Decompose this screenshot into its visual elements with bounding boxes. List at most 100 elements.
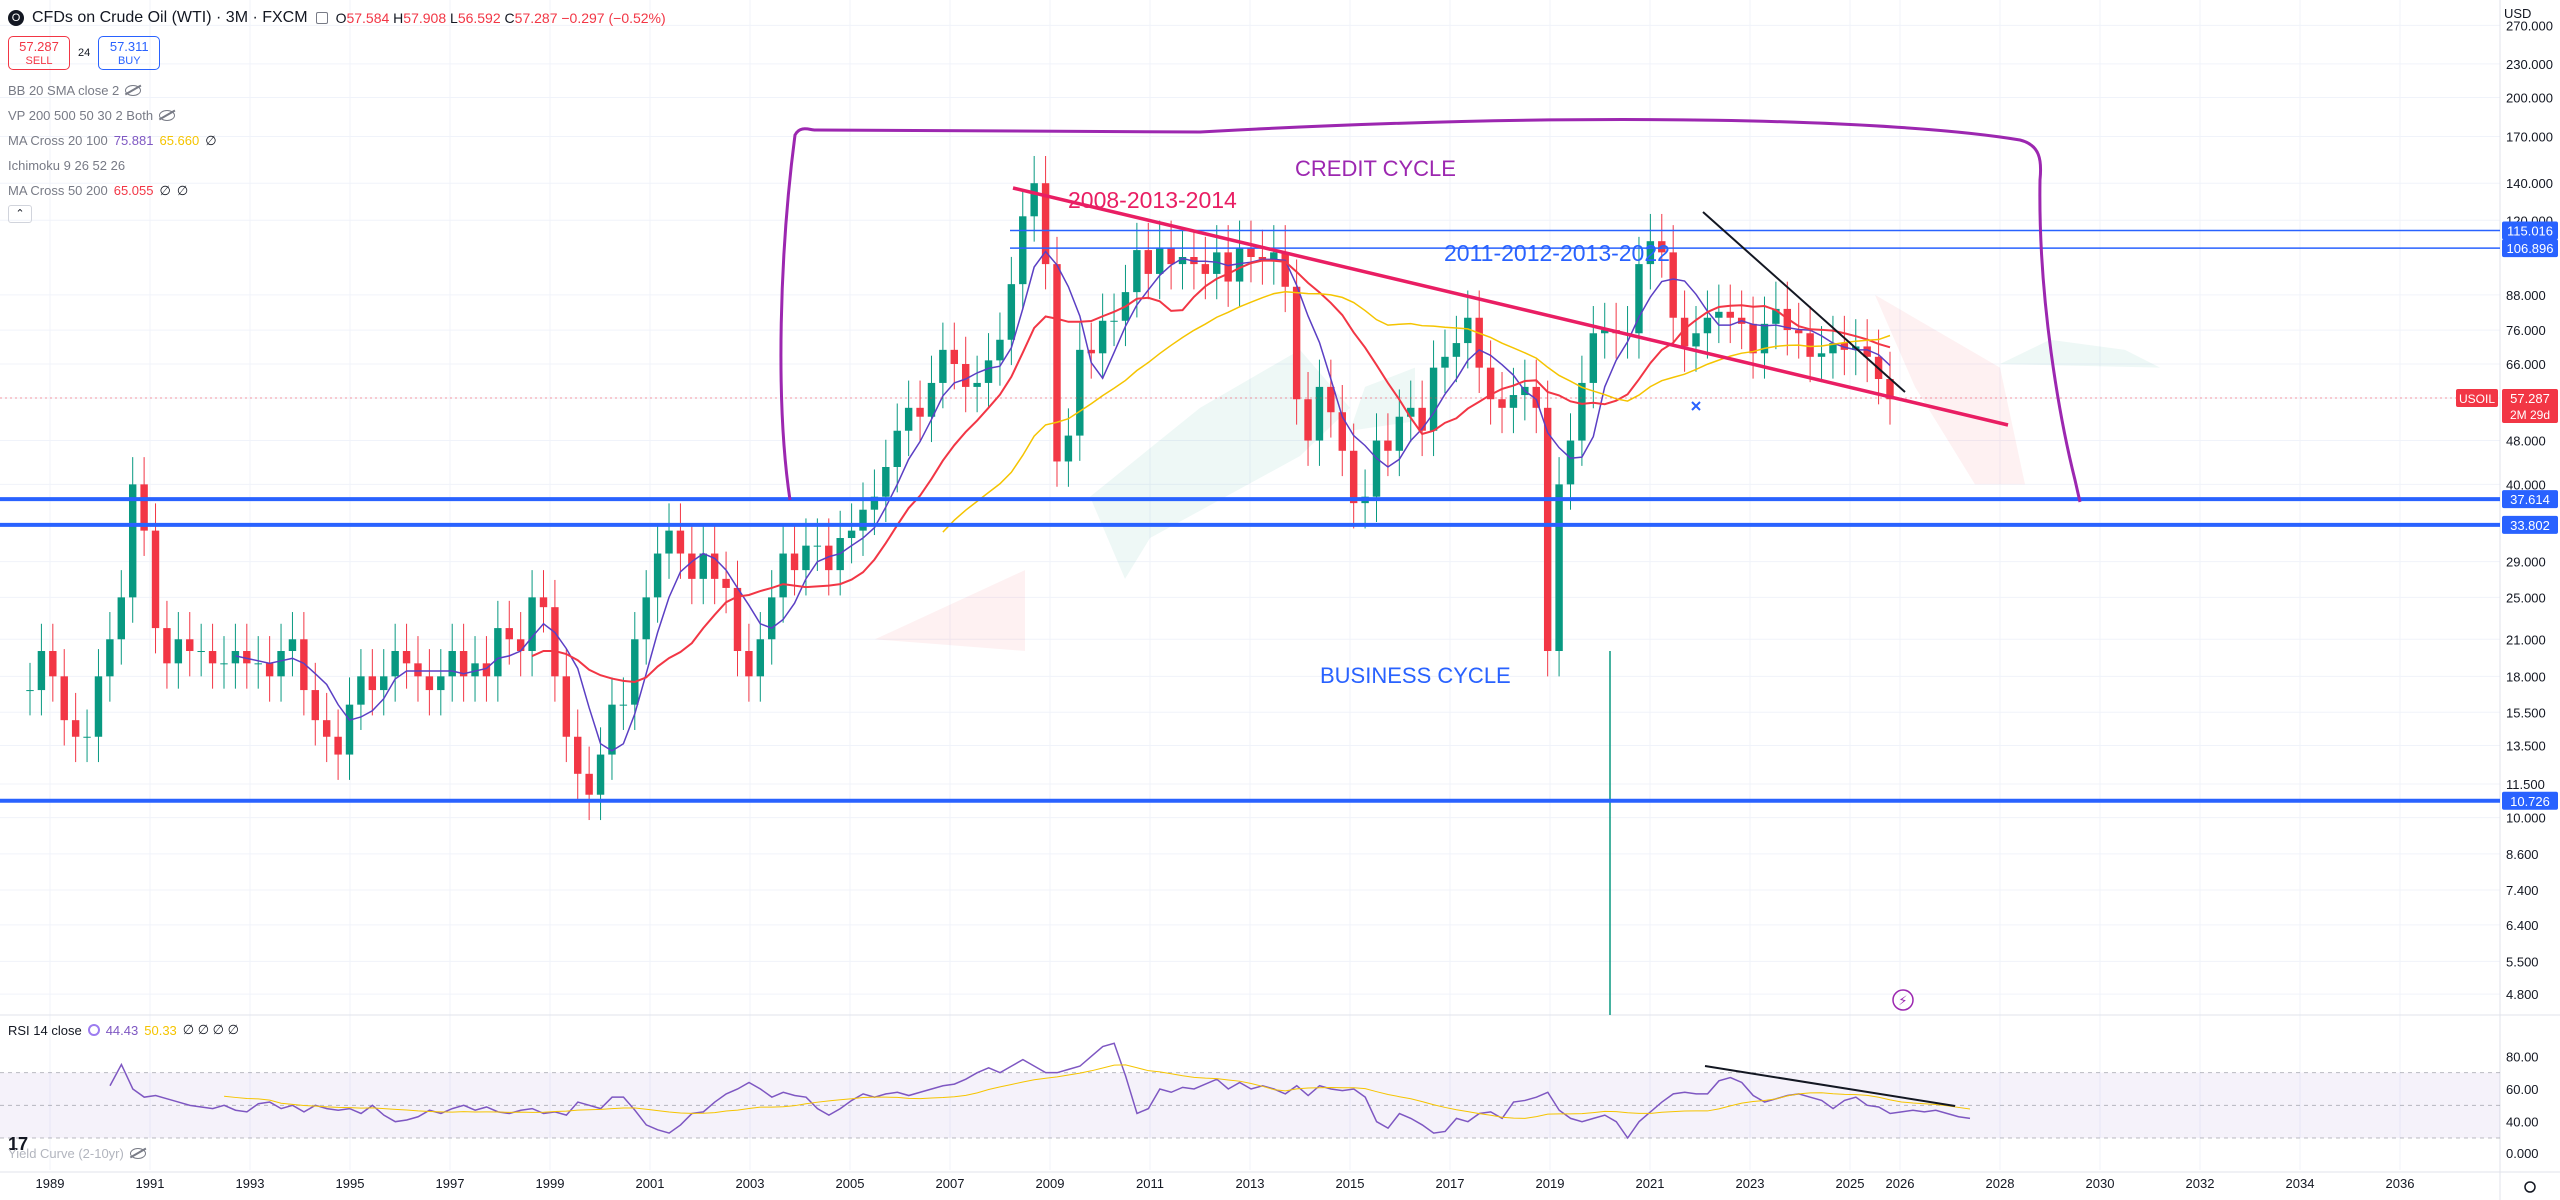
indicator-row[interactable]: VP 200 500 50 30 2 Both [8,103,666,128]
trendline-black [1702,211,1906,393]
indicator-value: 65.660 [159,133,200,148]
candle-body [220,663,228,665]
candle-body [380,676,388,691]
candle-body [1486,367,1495,400]
y-tick-label: 29.000 [2506,555,2546,570]
candle-body [984,360,993,383]
x-tick-label: 2028 [1986,1176,2015,1191]
y-tick-label: 18.000 [2506,669,2546,684]
buy-button[interactable]: 57.311 BUY [98,36,161,70]
candle-body [71,720,80,737]
indicator-row[interactable]: MA Cross 50 200 65.055 ∅ ∅ [8,178,666,203]
currency-label[interactable]: USD [2504,6,2532,21]
indicator-name: Ichimoku 9 26 52 26 [8,158,126,173]
indicator-row[interactable]: BB 20 SMA close 2 [8,78,666,103]
candle-body [1270,252,1278,260]
candle-body [653,553,662,598]
current-price-label: 57.287 [2510,391,2550,406]
candle-body [1817,353,1826,357]
candle-body [551,607,559,677]
x-tick-label: 2001 [636,1176,665,1191]
candle-body [494,628,502,677]
candle-body [1349,450,1358,504]
candle-body [1509,395,1518,408]
candle-body [1578,382,1586,441]
candle-body [1555,484,1563,652]
x-tick-label: 2032 [2186,1176,2215,1191]
candle-body [642,597,650,640]
sell-button[interactable]: 57.287 SELL [8,36,70,70]
rsi-source-icon [87,1024,100,1036]
yield-title[interactable]: Yield Curve (2-10yr) [8,1146,124,1161]
symbol-title[interactable]: CFDs on Crude Oil (WTI) · 3M · FXCM [32,9,308,26]
candle-body [311,690,319,721]
candle-body [961,363,970,387]
indicator-name: MA Cross 50 200 [8,183,108,198]
candle-body [1395,416,1404,451]
countdown-label: 2M 29d [2510,408,2550,422]
candle-body [1726,311,1734,318]
candle-body [927,382,936,417]
candle-body [1692,333,1700,347]
lightning-glyph: ⚡ [1898,994,1907,1009]
candle-body [128,484,137,598]
candle-body [1407,407,1415,417]
x-tick-label: 2026 [1886,1176,1915,1191]
rsi-extra: ∅ ∅ ∅ ∅ [182,1022,239,1037]
y-tick-label: 88.000 [2506,288,2546,303]
indicator-row[interactable]: MA Cross 20 100 75.881 65.660 ∅ [8,128,666,153]
candle-body [1064,435,1073,462]
indicator-value: ∅ [176,182,189,198]
price-tag-label: 106.896 [2507,241,2554,256]
hidden-eye-icon[interactable] [125,85,142,96]
hidden-eye-icon[interactable] [159,110,176,121]
candle-body [505,628,513,640]
candle-body [1635,264,1643,334]
candle-body [117,597,125,640]
candle-body [1110,320,1118,322]
candle-body [1304,399,1312,441]
hidden-eye-icon[interactable] [129,1148,146,1159]
collapse-legend-button[interactable]: ⌃ [8,205,32,223]
candle-body [1795,330,1803,334]
y-tick-label: 230.000 [2506,57,2553,72]
candle-body [1589,333,1598,383]
rsi-line [109,1042,1971,1140]
candle-body [825,545,833,571]
candle-body [1327,386,1335,413]
ichimoku-cloud-green [1090,349,1350,579]
candle-body [231,651,240,664]
rsi-title[interactable]: RSI 14 close [8,1022,82,1038]
x-tick-label: 2034 [2286,1176,2315,1191]
x-tick-label: 2021 [1636,1176,1665,1191]
current-price-tag [2502,389,2558,424]
symbol-tag [2456,389,2498,408]
candle-body [1133,250,1141,293]
candle-body [859,509,867,531]
ma-100-line [942,291,1891,533]
candle-body [254,663,262,665]
settings-gear-icon [2524,1181,2536,1193]
indicator-row[interactable]: Ichimoku 9 26 52 26 [8,153,666,178]
candle-body [459,651,468,677]
candle-body [870,496,879,510]
rsi-legend: RSI 14 close 44.43 50.33 ∅ ∅ ∅ ∅ [8,1022,239,1038]
credit-cycle-label: CREDIT CYCLE [1295,156,1456,181]
credit-cycle-bracket [779,118,2082,503]
candle-body [391,651,399,677]
y-tick-label: 10.000 [2506,811,2546,826]
candle-body [585,773,593,795]
y-tick-label: 66.000 [2506,357,2546,372]
candle-body [631,639,639,705]
candle-body [1213,252,1221,274]
price-tag-label: 10.726 [2510,794,2550,809]
candle-body [300,639,308,691]
ichimoku-cloud-red [875,570,1025,652]
candle-body [186,639,194,652]
rsi-value-2: 50.33 [144,1022,177,1038]
candle-body [539,597,548,608]
candle-body [197,651,205,653]
candle-body [1669,252,1677,318]
candle-body [1041,183,1050,265]
